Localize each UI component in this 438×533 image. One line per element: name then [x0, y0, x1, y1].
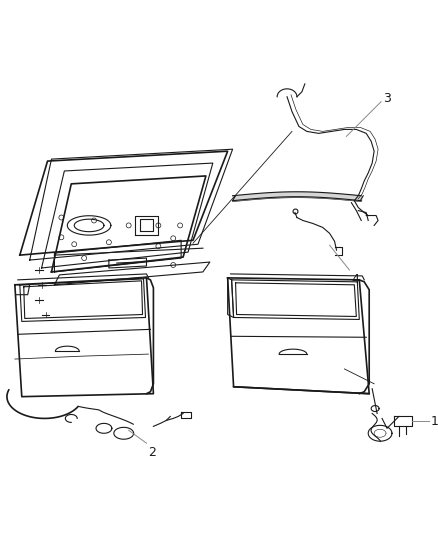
Text: 3: 3: [383, 92, 391, 105]
Text: 2: 2: [148, 446, 156, 459]
Text: 4: 4: [351, 273, 359, 286]
Text: 1: 1: [431, 415, 438, 428]
